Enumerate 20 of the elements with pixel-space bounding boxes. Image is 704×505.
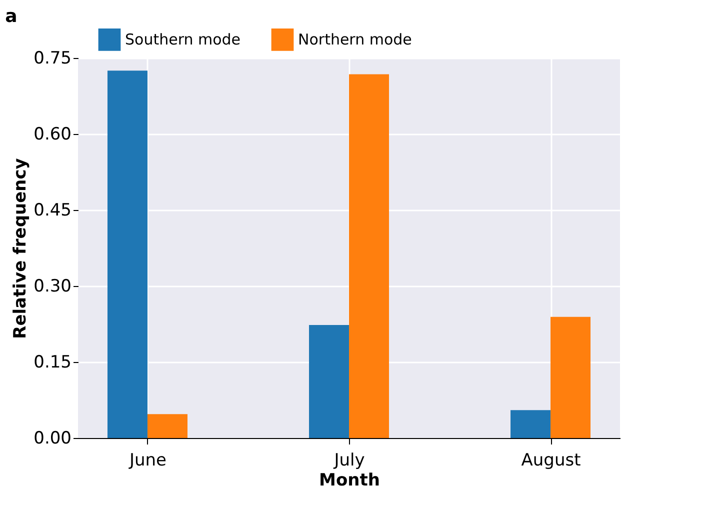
- bar: [510, 410, 551, 438]
- x-tick-label: July: [333, 450, 365, 470]
- bar: [550, 316, 591, 438]
- legend-label: Northern mode: [298, 30, 412, 49]
- y-tick-label: 0.60: [34, 124, 72, 144]
- legend-label: Southern mode: [125, 30, 241, 49]
- x-axis-title: Month: [319, 470, 380, 490]
- y-tick-label: 0.75: [34, 48, 72, 68]
- x-tick-label: August: [521, 450, 582, 470]
- chart-title: a: [5, 6, 18, 27]
- y-tick-label: 0.15: [34, 352, 72, 372]
- y-tick-label: 0.30: [34, 276, 72, 296]
- bar: [309, 325, 349, 438]
- bar: [107, 70, 148, 438]
- y-tick-label: 0.00: [34, 428, 72, 448]
- y-axis-title: Relative frequency: [10, 158, 31, 339]
- y-tick-label: 0.45: [34, 200, 72, 220]
- bar: [349, 74, 389, 438]
- bar: [147, 414, 188, 438]
- x-tick-label: June: [128, 450, 166, 470]
